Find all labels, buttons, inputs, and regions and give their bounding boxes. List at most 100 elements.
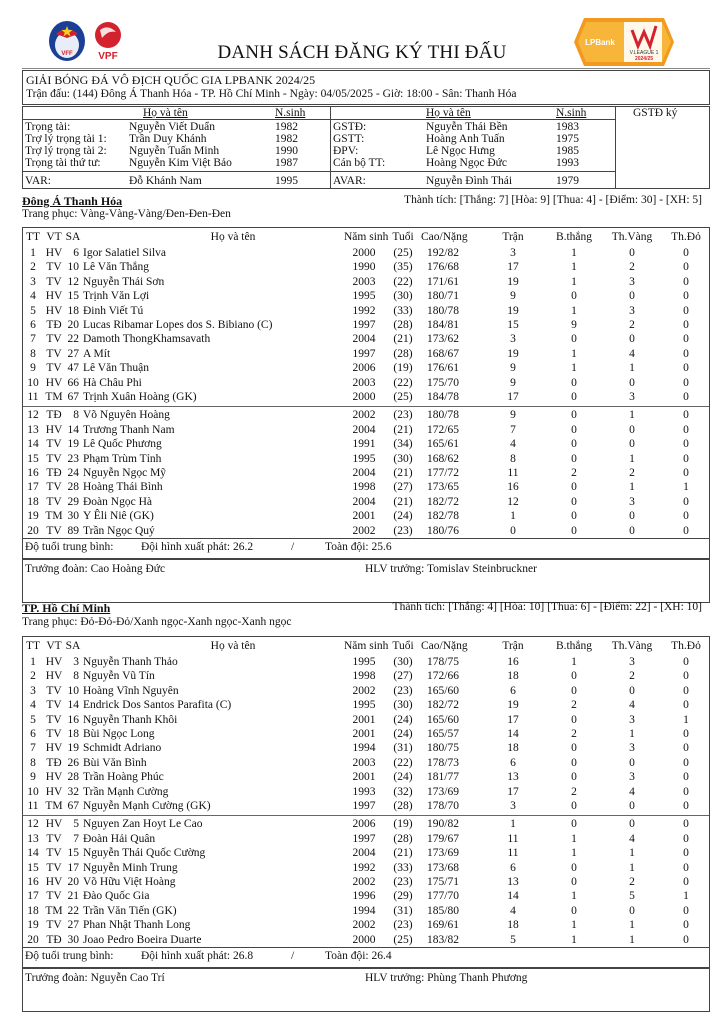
official-role: Cán bộ TT: [333, 157, 386, 169]
column-header-hw: Cao/Nặng [421, 640, 468, 652]
player-age: (25) [393, 933, 413, 946]
official-name: Hoàng Ngọc Đức [426, 157, 507, 169]
player-row: 10 HV 66 Hà Châu Phi 2003 (22) 175/70 9 0 0 0 [23, 376, 709, 390]
player-position: TV [46, 362, 62, 375]
player-number-order: 17 [27, 481, 39, 494]
player-number-order: 9 [30, 362, 36, 375]
player-height-weight: 180/75 [427, 742, 459, 755]
player-birth-year: 2003 [352, 756, 376, 769]
player-row: 15 TV 17 Nguyễn Minh Trung 1992 (33) 173/68 6 0 1… [23, 861, 709, 875]
player-name: Bùi Ngọc Long [83, 728, 155, 740]
player-red-cards: 0 [683, 304, 689, 317]
header-divider [22, 68, 710, 69]
player-position: TV [46, 713, 62, 726]
player-yellow-cards: 0 [629, 684, 635, 697]
player-matches: 16 [507, 656, 519, 668]
player-row: 10 HV 32 Trần Mạnh Cường 1993 (32) 173/69 17 2 4 0 [23, 785, 709, 799]
player-goals: 0 [571, 861, 577, 874]
player-name: Damoth ThongKhamsavath [83, 333, 211, 346]
player-birth-year: 1998 [352, 481, 376, 494]
player-yellow-cards: 5 [629, 890, 635, 903]
player-goals: 1 [571, 933, 577, 946]
player-red-cards: 0 [683, 333, 689, 346]
player-red-cards: 0 [683, 728, 689, 740]
player-yellow-cards: 0 [629, 524, 635, 537]
player-height-weight: 178/73 [427, 756, 459, 769]
player-name: Nguyễn Thanh Thảo [83, 656, 178, 668]
player-goals: 1 [571, 275, 577, 288]
player-row: 11 TM 67 Nguyễn Mạnh Cường (GK) 1997 (28) 178/… [23, 799, 709, 813]
player-birth-year: 1995 [352, 699, 376, 712]
player-red-cards: 0 [683, 495, 689, 508]
player-age: (32) [393, 785, 413, 798]
player-shirt-number: 12 [67, 275, 80, 288]
player-yellow-cards: 3 [629, 275, 635, 288]
average-age-separator: / [291, 541, 295, 553]
officials-year-header-2: N.sinh [556, 107, 587, 119]
player-row: 15 TV 23 Phạm Trùm Tỉnh 1995 (30) 168/62 8 0 1 0 [23, 452, 709, 466]
table-header-row: TT VT SA Họ và tên Năm sinh Tuổi Cao/Nặng Trận B… [23, 230, 709, 244]
player-position: TV [46, 333, 62, 346]
player-red-cards: 0 [683, 800, 689, 812]
player-red-cards: 0 [683, 684, 689, 697]
player-goals: 0 [571, 409, 577, 422]
player-age: (21) [393, 467, 413, 479]
player-age: (30) [393, 656, 413, 668]
official-year: 1979 [556, 175, 579, 187]
player-goals: 1 [571, 890, 577, 903]
player-height-weight: 184/81 [427, 319, 459, 331]
official-role: GSTĐ: [333, 121, 367, 133]
player-goals: 0 [571, 290, 577, 303]
player-matches: 3 [510, 333, 516, 346]
player-position: TV [46, 495, 62, 508]
player-row: 17 TV 21 Đào Quốc Gia 1996 (29) 177/70 14 1 5 1 [23, 889, 709, 903]
player-yellow-cards: 0 [629, 756, 635, 769]
player-position: TV [46, 832, 62, 845]
player-age: (31) [393, 904, 413, 917]
average-age-starting: Đội hình xuất phát: 26.8 [141, 950, 254, 962]
player-height-weight: 173/65 [427, 481, 459, 494]
column-header-rc: Th.Đỏ [671, 640, 701, 652]
player-matches: 16 [507, 481, 519, 494]
officials-name-header-2: Họ và tên [426, 107, 471, 119]
player-matches: 19 [507, 304, 519, 317]
player-height-weight: 178/75 [427, 656, 459, 668]
player-birth-year: 2001 [352, 510, 376, 523]
player-goals: 0 [571, 904, 577, 917]
player-red-cards: 1 [683, 713, 689, 726]
player-goals: 0 [571, 670, 577, 683]
player-birth-year: 1996 [352, 890, 376, 903]
player-row: 2 TV 10 Lê Văn Thắng 1990 (35) 176/68 17 1 2 0 [23, 260, 709, 274]
player-row: 19 TV 27 Phan Nhật Thanh Long 2002 (23) 169/61… [23, 918, 709, 932]
player-number-order: 3 [30, 684, 36, 697]
player-red-cards: 0 [683, 756, 689, 769]
player-number-order: 7 [30, 333, 36, 346]
player-name: Đào Quốc Gia [83, 890, 150, 903]
player-red-cards: 0 [683, 699, 689, 712]
player-matches: 8 [510, 452, 516, 465]
player-red-cards: 0 [683, 861, 689, 874]
player-goals: 0 [571, 438, 577, 451]
team-kit: Trang phục: Vàng-Vàng-Vàng/Đen-Đen-Đen [22, 208, 231, 220]
player-age: (29) [393, 890, 413, 903]
column-header-yc: Th.Vàng [611, 231, 653, 243]
player-birth-year: 1997 [352, 832, 376, 845]
player-age: (28) [393, 832, 413, 845]
team-record: Thành tích: [Thắng: 4] [Hòa: 10] [Thua: … [392, 601, 702, 613]
player-yellow-cards: 1 [629, 933, 635, 946]
player-age: (24) [393, 713, 413, 726]
column-header-rc: Th.Đỏ [671, 231, 701, 243]
player-red-cards: 0 [683, 876, 689, 888]
player-age: (35) [393, 261, 413, 274]
player-row: 11 TM 67 Trịnh Xuân Hoàng (GK) 2000 (25) 184/7… [23, 390, 709, 404]
player-goals: 1 [571, 304, 577, 317]
average-age-team: Toàn đội: 26.4 [325, 950, 392, 962]
player-height-weight: 179/67 [427, 832, 459, 845]
player-height-weight: 180/71 [427, 290, 459, 303]
page-title: DANH SÁCH ĐĂNG KÝ THI ĐẤU [217, 42, 507, 63]
player-position: TV [46, 347, 62, 360]
player-red-cards: 0 [683, 409, 689, 422]
player-number-order: 4 [30, 699, 36, 712]
team-roster-table: TT VT SA Họ và tên Năm sinh Tuổi Cao/Nặng Trận B… [22, 227, 710, 603]
player-shirt-number: 47 [67, 362, 80, 375]
